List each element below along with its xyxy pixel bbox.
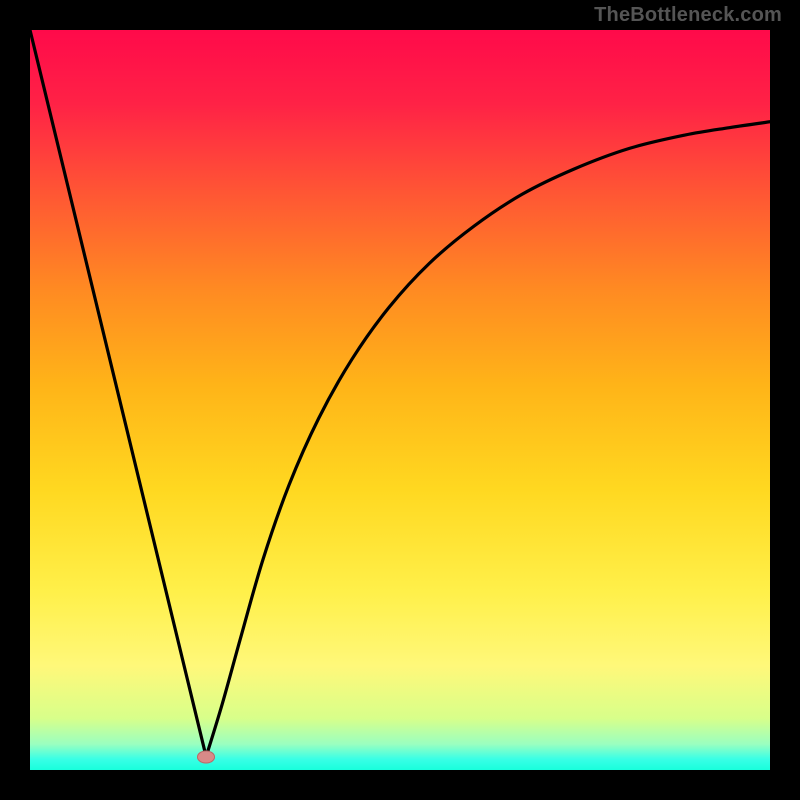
watermark-text: TheBottleneck.com (594, 4, 782, 27)
optimum-marker (197, 750, 215, 763)
bottleneck-curve (30, 30, 770, 770)
plot-area (30, 30, 770, 770)
